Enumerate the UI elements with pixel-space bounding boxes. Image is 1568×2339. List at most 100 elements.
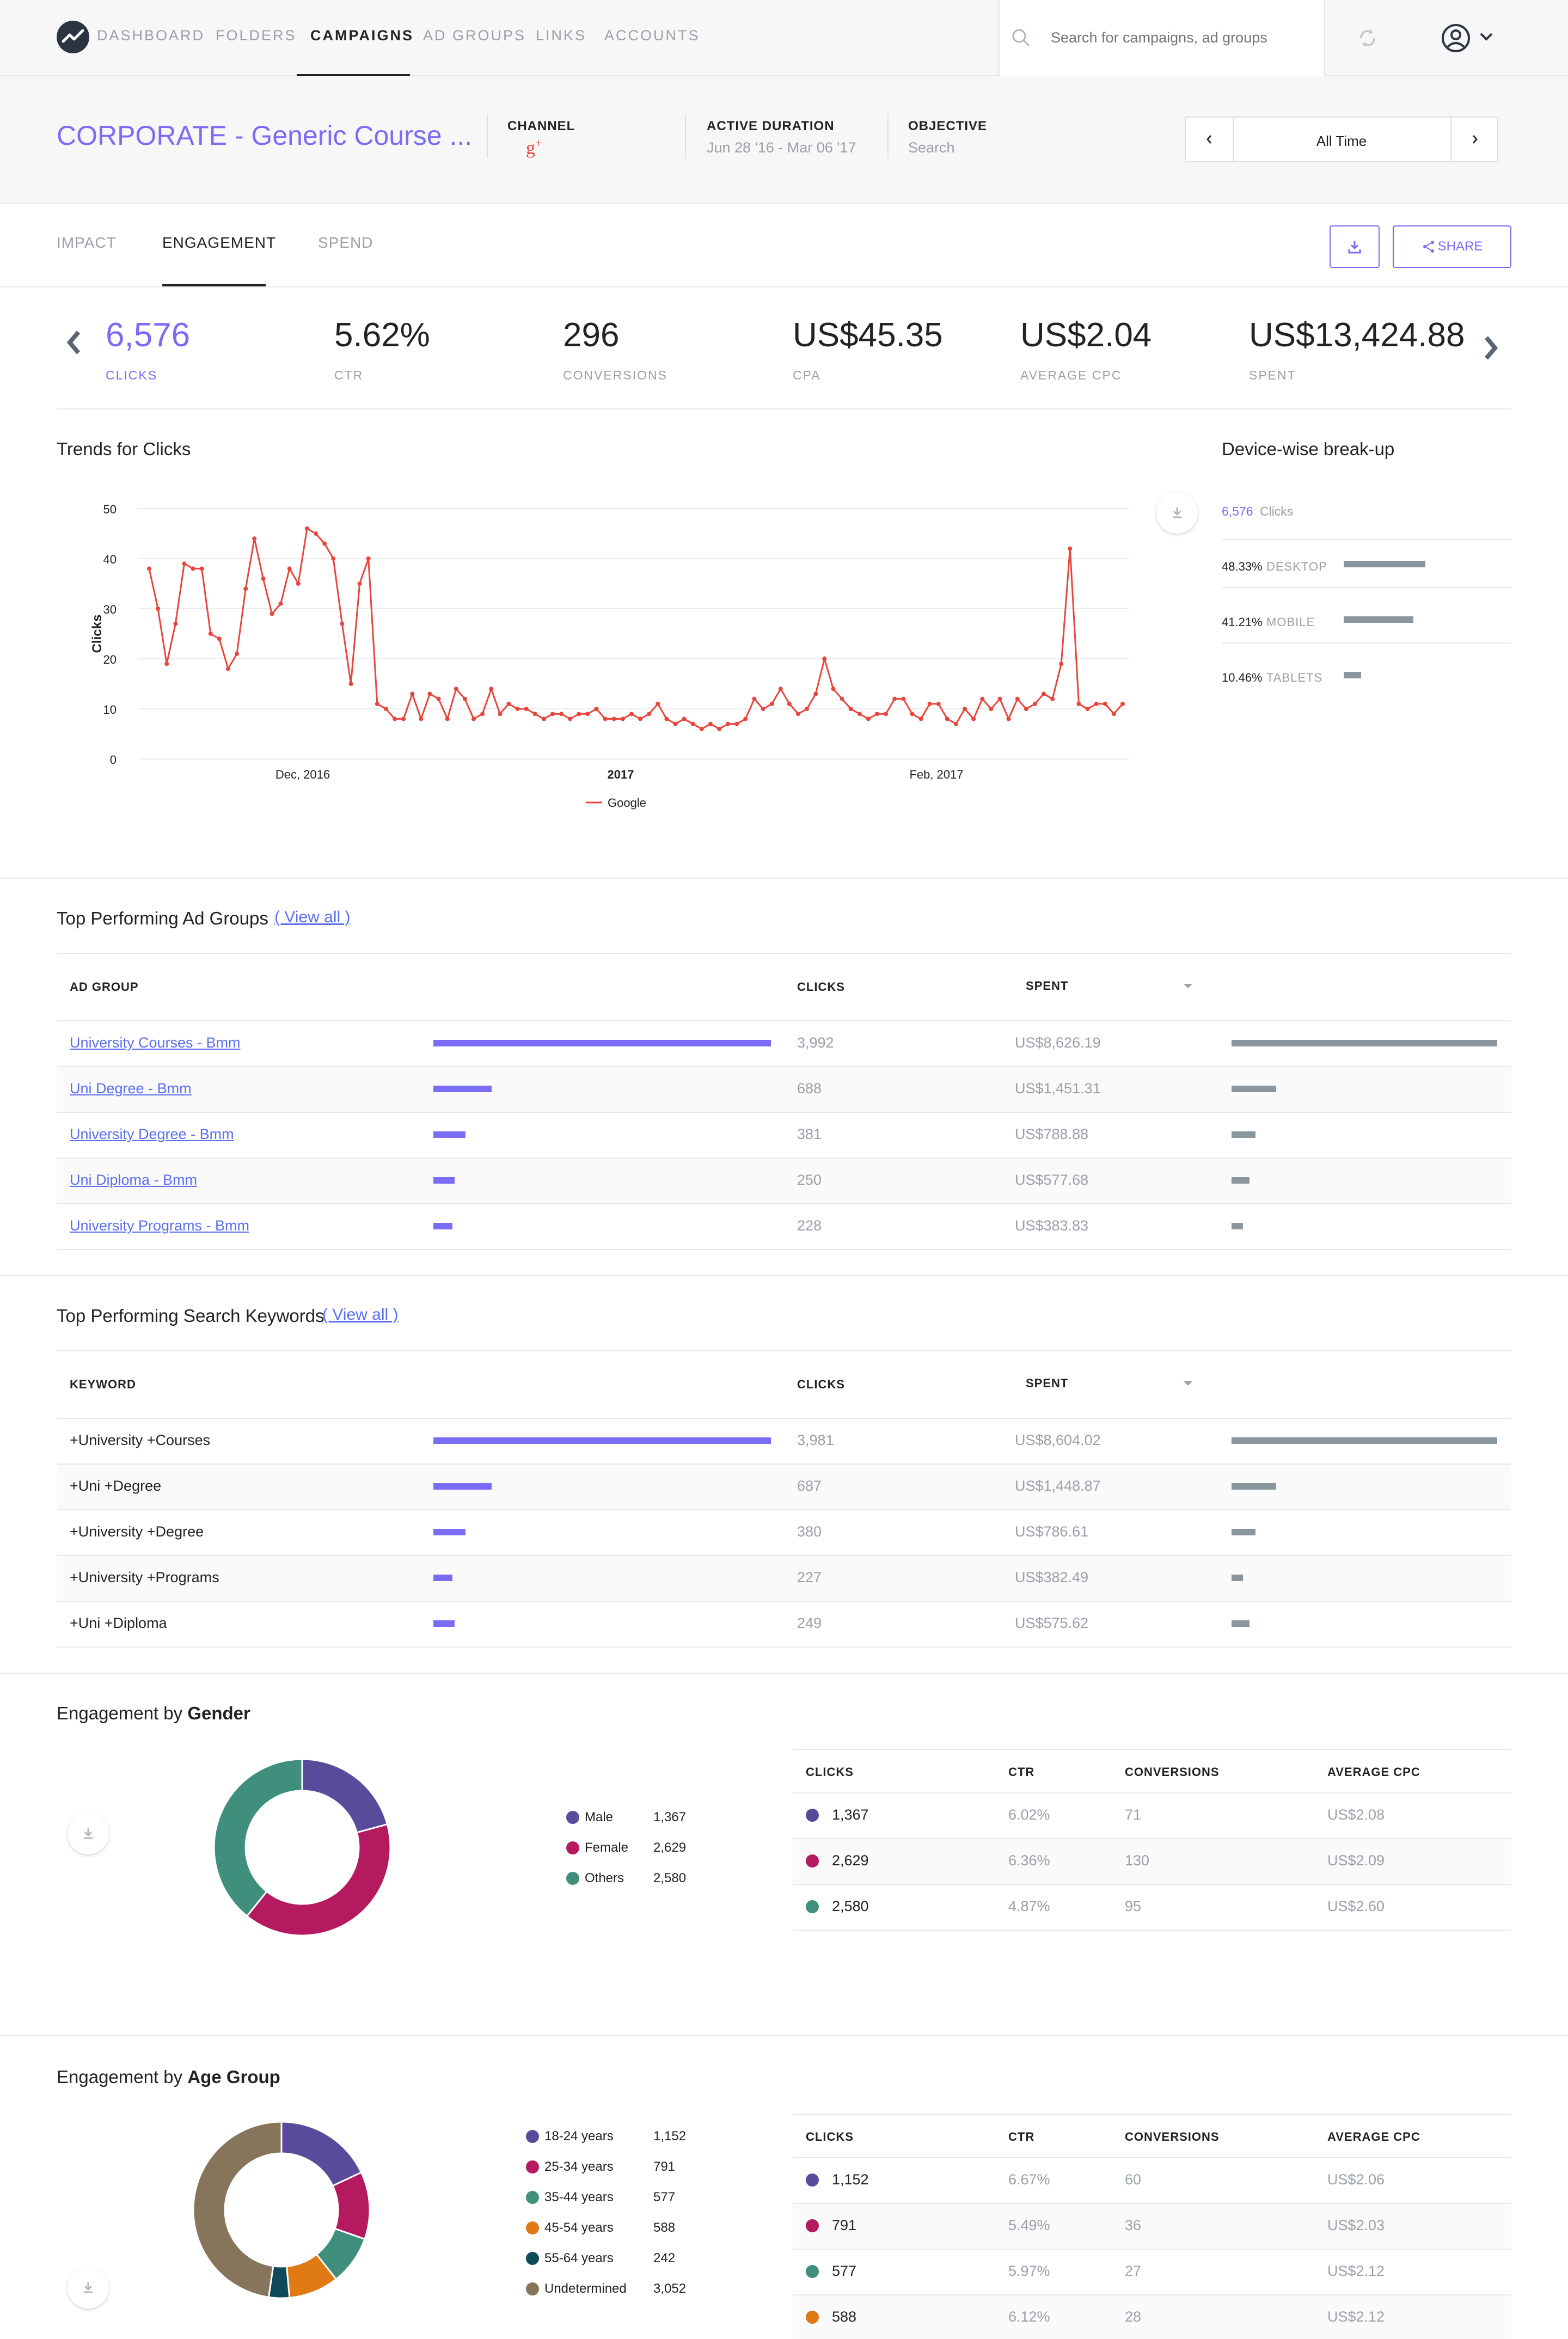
adgroups-header-spent[interactable]: SPENT bbox=[1026, 979, 1069, 993]
clicks-value: 2,580 bbox=[832, 1898, 869, 1914]
table-header[interactable]: CLICKS bbox=[806, 1765, 854, 1779]
data-point bbox=[445, 717, 450, 721]
keywords-header-spent[interactable]: SPENT bbox=[1026, 1376, 1069, 1390]
metric-avg-cpc-value[interactable]: US$2.04 bbox=[1020, 316, 1152, 354]
metrics-next-icon[interactable] bbox=[1482, 334, 1500, 364]
metrics-prev-icon[interactable] bbox=[64, 329, 83, 359]
table-header[interactable]: CLICKS bbox=[806, 2130, 854, 2144]
data-point bbox=[690, 721, 695, 726]
legend-label: Female bbox=[585, 1840, 629, 1855]
spent-share-bar bbox=[1232, 1529, 1256, 1535]
download-button[interactable] bbox=[1330, 225, 1380, 268]
adgroup-name-link[interactable]: University Courses - Bmm bbox=[70, 1034, 241, 1051]
divider bbox=[57, 1066, 1511, 1067]
adgroup-name-link[interactable]: University Degree - Bmm bbox=[70, 1126, 234, 1142]
adgroups-header-clicks[interactable]: CLICKS bbox=[797, 980, 845, 994]
table-header[interactable]: CTR bbox=[1008, 1765, 1035, 1779]
keywords-header-name[interactable]: KEYWORD bbox=[70, 1377, 136, 1391]
nav-campaigns[interactable]: CAMPAIGNS bbox=[310, 27, 414, 44]
data-point bbox=[156, 607, 161, 611]
table-header[interactable]: AVERAGE CPC bbox=[1327, 2130, 1420, 2144]
table-header[interactable]: AVERAGE CPC bbox=[1327, 1765, 1420, 1779]
nav-folders[interactable]: FOLDERS bbox=[216, 27, 297, 44]
keywords-view-all-link[interactable]: ( View all ) bbox=[322, 1306, 399, 1324]
user-avatar-icon bbox=[1441, 23, 1471, 56]
refresh-icon[interactable] bbox=[1356, 26, 1380, 53]
range-prev-button[interactable] bbox=[1186, 118, 1234, 161]
data-point bbox=[866, 717, 871, 721]
device-download-button[interactable] bbox=[1156, 492, 1198, 534]
data-point bbox=[471, 717, 476, 721]
data-point bbox=[147, 566, 151, 571]
range-next-button[interactable] bbox=[1450, 118, 1498, 161]
table-header[interactable]: CTR bbox=[1008, 2130, 1035, 2144]
data-point bbox=[927, 701, 932, 706]
gender-slice[interactable] bbox=[301, 1758, 389, 1834]
data-point bbox=[304, 526, 309, 531]
sort-desc-icon[interactable] bbox=[1183, 1380, 1193, 1389]
row-background bbox=[793, 2295, 1511, 2339]
download-icon bbox=[1348, 241, 1361, 254]
clicks-share-bar bbox=[433, 1177, 455, 1184]
tab-engagement[interactable]: ENGAGEMENT bbox=[162, 234, 277, 251]
table-header[interactable]: CONVERSIONS bbox=[1125, 1765, 1220, 1779]
gender-slice[interactable] bbox=[213, 1758, 303, 1918]
device-total-value: 6,576 bbox=[1222, 504, 1253, 518]
nav-ad-groups[interactable]: AD GROUPS bbox=[423, 27, 526, 44]
data-point bbox=[1015, 696, 1020, 701]
data-point bbox=[603, 717, 608, 721]
y-tick-label: 50 bbox=[103, 503, 117, 516]
logo-icon[interactable] bbox=[57, 21, 89, 53]
divider bbox=[57, 1112, 1511, 1113]
duration-value: Jun 28 '16 - Mar 06 '17 bbox=[707, 139, 856, 156]
legend-label: Male bbox=[585, 1810, 614, 1824]
adgroups-header-name[interactable]: AD GROUP bbox=[70, 980, 139, 994]
legend-label: 25-34 years bbox=[544, 2159, 614, 2174]
tab-impact[interactable]: IMPACT bbox=[57, 234, 117, 251]
row-color-dot bbox=[806, 1900, 819, 1913]
adgroup-name-link[interactable]: Uni Diploma - Bmm bbox=[70, 1172, 198, 1188]
adgroups-view-all-link[interactable]: ( View all ) bbox=[274, 908, 351, 926]
divider bbox=[793, 2114, 1511, 2115]
account-menu[interactable] bbox=[1435, 19, 1500, 57]
data-point bbox=[638, 717, 643, 721]
data-point bbox=[778, 687, 783, 691]
adgroup-name-link[interactable]: University Programs - Bmm bbox=[70, 1217, 250, 1234]
nav-accounts[interactable]: ACCOUNTS bbox=[604, 27, 700, 44]
clicks-value: 3,992 bbox=[797, 1034, 834, 1051]
avg-cpc-value: US$2.08 bbox=[1327, 1807, 1385, 1823]
data-point bbox=[532, 712, 537, 717]
metric-conversions-value[interactable]: 296 bbox=[563, 316, 620, 354]
table-header[interactable]: CONVERSIONS bbox=[1125, 2130, 1220, 2144]
gender-title-bold: Gender bbox=[187, 1703, 250, 1723]
data-point bbox=[366, 556, 371, 561]
age-slice[interactable] bbox=[280, 2121, 363, 2187]
data-point bbox=[1094, 701, 1099, 706]
sort-desc-icon[interactable] bbox=[1183, 982, 1193, 992]
share-button[interactable]: SHARE bbox=[1393, 225, 1511, 268]
data-point bbox=[489, 687, 494, 691]
data-point bbox=[427, 691, 432, 696]
metric-cpa-value[interactable]: US$45.35 bbox=[793, 316, 943, 354]
nav-links[interactable]: LINKS bbox=[536, 27, 587, 44]
gender-slice[interactable] bbox=[246, 1823, 391, 1937]
range-value[interactable]: All Time bbox=[1316, 133, 1367, 149]
conversions-value: 95 bbox=[1125, 1898, 1142, 1914]
age-download-button[interactable] bbox=[68, 2267, 109, 2309]
clicks-value: 250 bbox=[797, 1172, 822, 1188]
metric-clicks-value[interactable]: 6,576 bbox=[106, 316, 191, 354]
metric-ctr-value[interactable]: 5.62% bbox=[334, 316, 430, 354]
tab-spend[interactable]: SPEND bbox=[318, 234, 373, 251]
keywords-header-clicks[interactable]: CLICKS bbox=[797, 1377, 845, 1391]
clicks-share-bar bbox=[433, 1620, 455, 1627]
divider bbox=[793, 1884, 1511, 1885]
search-input[interactable] bbox=[1051, 24, 1312, 51]
data-point bbox=[278, 601, 283, 606]
clicks-share-bar bbox=[433, 1483, 492, 1490]
metric-spent-value[interactable]: US$13,424.88 bbox=[1249, 316, 1465, 354]
nav-dashboard[interactable]: DASHBOARD bbox=[97, 27, 205, 44]
conversions-value: 36 bbox=[1125, 2217, 1142, 2233]
age-slice[interactable] bbox=[192, 2121, 283, 2298]
gender-download-button[interactable] bbox=[68, 1813, 109, 1854]
adgroup-name-link[interactable]: Uni Degree - Bmm bbox=[70, 1080, 192, 1097]
